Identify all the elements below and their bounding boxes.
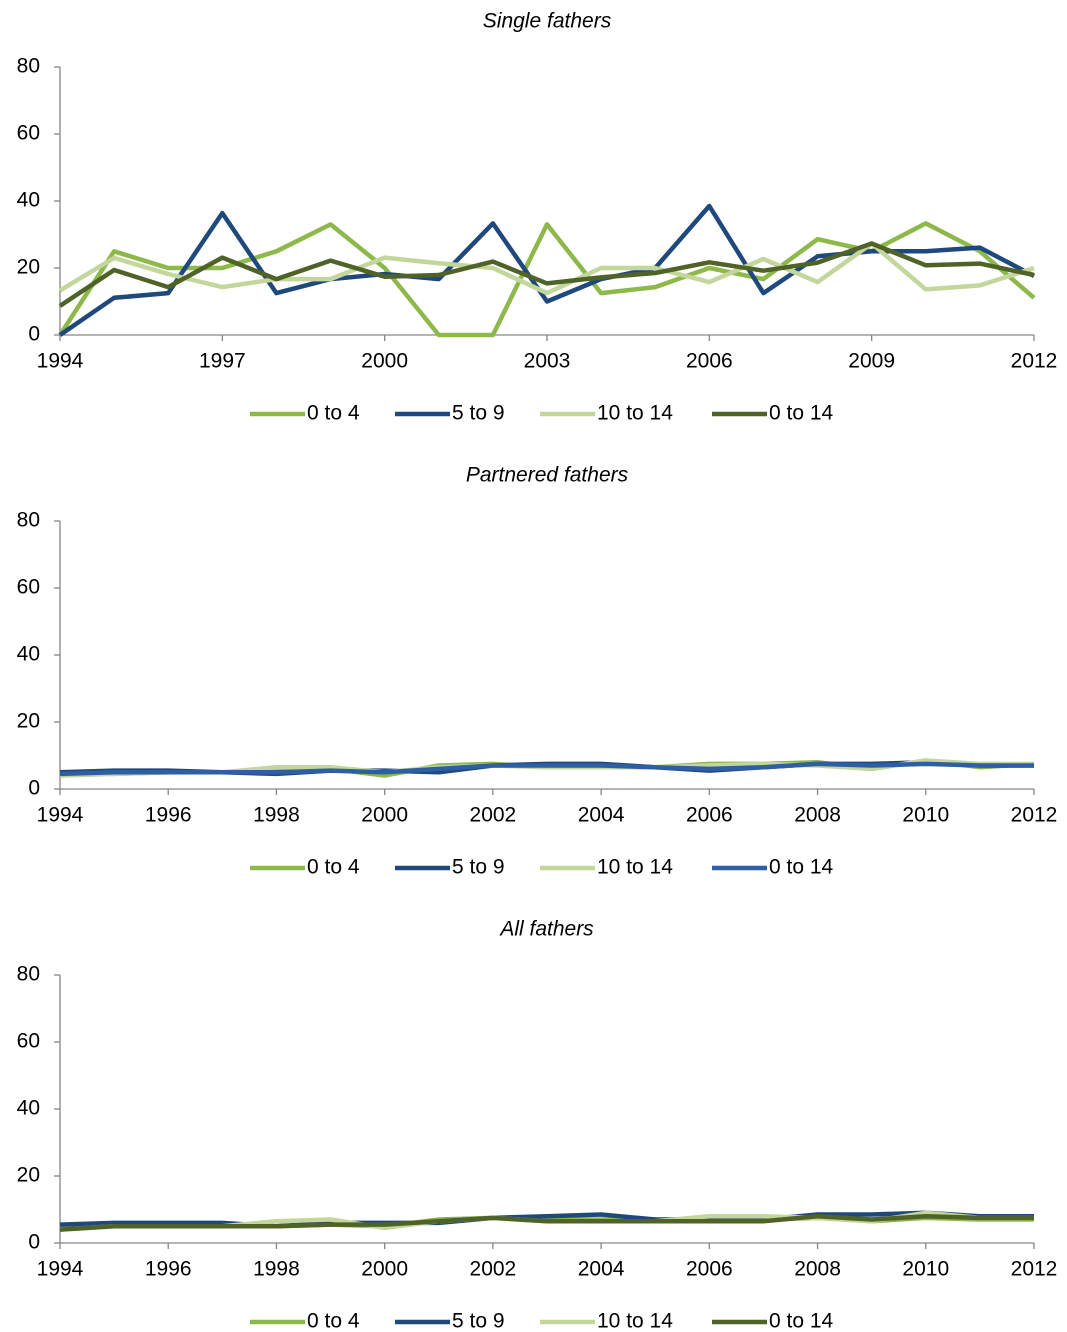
series-line — [59, 1213, 1034, 1232]
y-tick-label: 80 — [17, 509, 40, 532]
series-line — [59, 1210, 1034, 1229]
y-tick-label: 20 — [17, 710, 40, 733]
y-tick-label: 0 — [28, 323, 40, 346]
legend-label: 10 to 14 — [597, 856, 673, 879]
series-line — [58, 241, 1035, 308]
x-tick-label: 1996 — [145, 1258, 192, 1281]
y-tick-label: 60 — [17, 122, 40, 145]
x-tick-label: 2006 — [686, 350, 733, 373]
series-line — [58, 203, 1036, 337]
x-tick-label: 2000 — [361, 804, 408, 827]
x-tick-label: 2000 — [361, 350, 408, 373]
legend-label: 0 to 14 — [769, 402, 834, 425]
x-tick-label: 2010 — [902, 804, 949, 827]
x-tick-label: 1998 — [253, 804, 300, 827]
series-line — [59, 761, 1034, 777]
legend-label: 10 to 14 — [597, 1310, 673, 1332]
legend-label: 5 to 9 — [452, 856, 505, 879]
chart-title: All fathers — [498, 918, 594, 941]
y-tick-label: 60 — [17, 576, 40, 599]
x-tick-label: 2006 — [686, 1258, 733, 1281]
legend-label: 0 to 14 — [769, 856, 834, 879]
x-tick-label: 1994 — [37, 1258, 84, 1281]
y-tick-label: 20 — [17, 256, 40, 279]
x-tick-label: 1996 — [145, 804, 192, 827]
y-tick-label: 40 — [17, 1097, 40, 1120]
x-tick-label: 2012 — [1011, 1258, 1058, 1281]
x-tick-label: 2008 — [794, 804, 841, 827]
legend-label: 0 to 4 — [307, 856, 360, 879]
x-tick-label: 2008 — [794, 1258, 841, 1281]
x-tick-label: 2004 — [578, 1258, 625, 1281]
x-tick-label: 2009 — [848, 350, 895, 373]
x-tick-label: 2004 — [578, 804, 625, 827]
x-tick-label: 1994 — [37, 350, 84, 373]
x-tick-label: 1994 — [37, 804, 84, 827]
y-tick-label: 0 — [28, 777, 40, 800]
y-tick-label: 60 — [17, 1030, 40, 1053]
x-tick-label: 2006 — [686, 804, 733, 827]
y-tick-label: 80 — [17, 55, 40, 78]
x-tick-label: 2002 — [470, 804, 517, 827]
legend-label: 0 to 14 — [769, 1310, 834, 1332]
y-tick-label: 40 — [17, 189, 40, 212]
x-tick-label: 2010 — [902, 1258, 949, 1281]
x-tick-label: 1998 — [253, 1258, 300, 1281]
x-tick-label: 1997 — [199, 350, 246, 373]
legend-label: 0 to 4 — [307, 402, 360, 425]
chart-title: Single fathers — [483, 10, 612, 33]
legend-label: 0 to 4 — [307, 1310, 360, 1332]
legend-label: 5 to 9 — [452, 1310, 505, 1332]
legend-label: 10 to 14 — [597, 402, 673, 425]
x-tick-label: 2012 — [1011, 350, 1058, 373]
legend-label: 5 to 9 — [452, 402, 505, 425]
y-tick-label: 20 — [17, 1164, 40, 1187]
y-tick-label: 0 — [28, 1231, 40, 1254]
y-tick-label: 40 — [17, 643, 40, 666]
chart-title: Partnered fathers — [466, 464, 629, 487]
x-tick-label: 2003 — [524, 350, 571, 373]
x-tick-label: 2012 — [1011, 804, 1058, 827]
x-tick-label: 2000 — [361, 1258, 408, 1281]
y-tick-label: 80 — [17, 963, 40, 986]
x-tick-label: 2002 — [470, 1258, 517, 1281]
